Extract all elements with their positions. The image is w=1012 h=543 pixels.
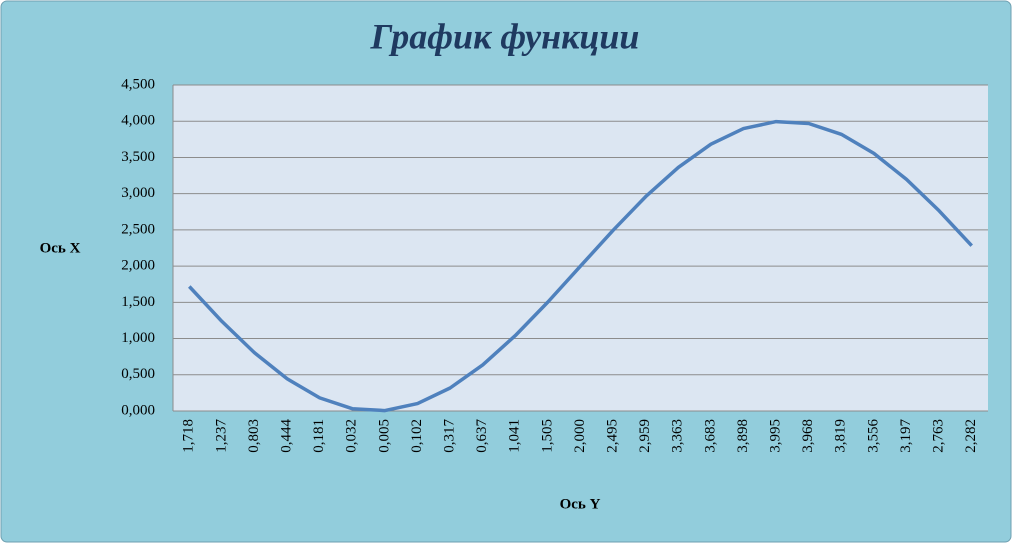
x-tick-label: 0,102 (409, 419, 425, 453)
x-tick-label: 2,282 (963, 419, 979, 453)
x-tick-label: 3,556 (865, 419, 881, 453)
x-tick-label: 0,181 (311, 419, 327, 453)
y-tick-label: 4,500 (121, 76, 155, 92)
x-tick-label: 1,041 (507, 419, 523, 453)
x-tick-label: 2,495 (605, 419, 621, 453)
x-tick-label: 1,505 (539, 419, 555, 453)
x-tick-label: 3,819 (833, 419, 849, 453)
x-tick-label: 0,803 (246, 419, 262, 453)
x-tick-label: 0,032 (344, 419, 360, 453)
y-tick-label: 1,500 (121, 294, 155, 310)
y-tick-label: 0,000 (121, 402, 155, 418)
x-tick-label: 3,363 (670, 419, 686, 453)
x-tick-label: 0,317 (442, 419, 458, 453)
x-tick-label: 3,995 (768, 419, 784, 453)
x-tick-label: 3,898 (735, 419, 751, 453)
x-tick-label: 1,718 (181, 419, 197, 453)
y-tick-label: 2,000 (121, 258, 155, 274)
x-tick-label: 2,000 (572, 419, 588, 453)
x-tick-label: 2,763 (931, 419, 947, 453)
x-tick-label: 3,197 (898, 419, 914, 453)
y-tick-label: 4,000 (121, 113, 155, 129)
y-tick-label: 3,500 (121, 149, 155, 165)
x-tick-label: 0,005 (376, 419, 392, 453)
chart-title: График функции (370, 16, 640, 56)
x-tick-label: 0,444 (279, 419, 295, 453)
y-tick-label: 3,000 (121, 185, 155, 201)
x-tick-label: 3,968 (800, 419, 816, 453)
plot-area (173, 85, 988, 411)
line-series (188, 119, 973, 413)
y-tick-label: 1,000 (121, 330, 155, 346)
y-axis-label: Ось X (40, 240, 81, 256)
y-tick-label: 2,500 (121, 221, 155, 237)
y-tick-label: 0,500 (121, 366, 155, 382)
x-tick-label: 3,683 (702, 419, 718, 453)
x-tick-label: 2,959 (637, 419, 653, 453)
x-tick-label: 1,237 (213, 419, 229, 453)
x-axis-label: Ось Y (560, 496, 601, 512)
x-tick-label: 0,637 (474, 419, 490, 453)
